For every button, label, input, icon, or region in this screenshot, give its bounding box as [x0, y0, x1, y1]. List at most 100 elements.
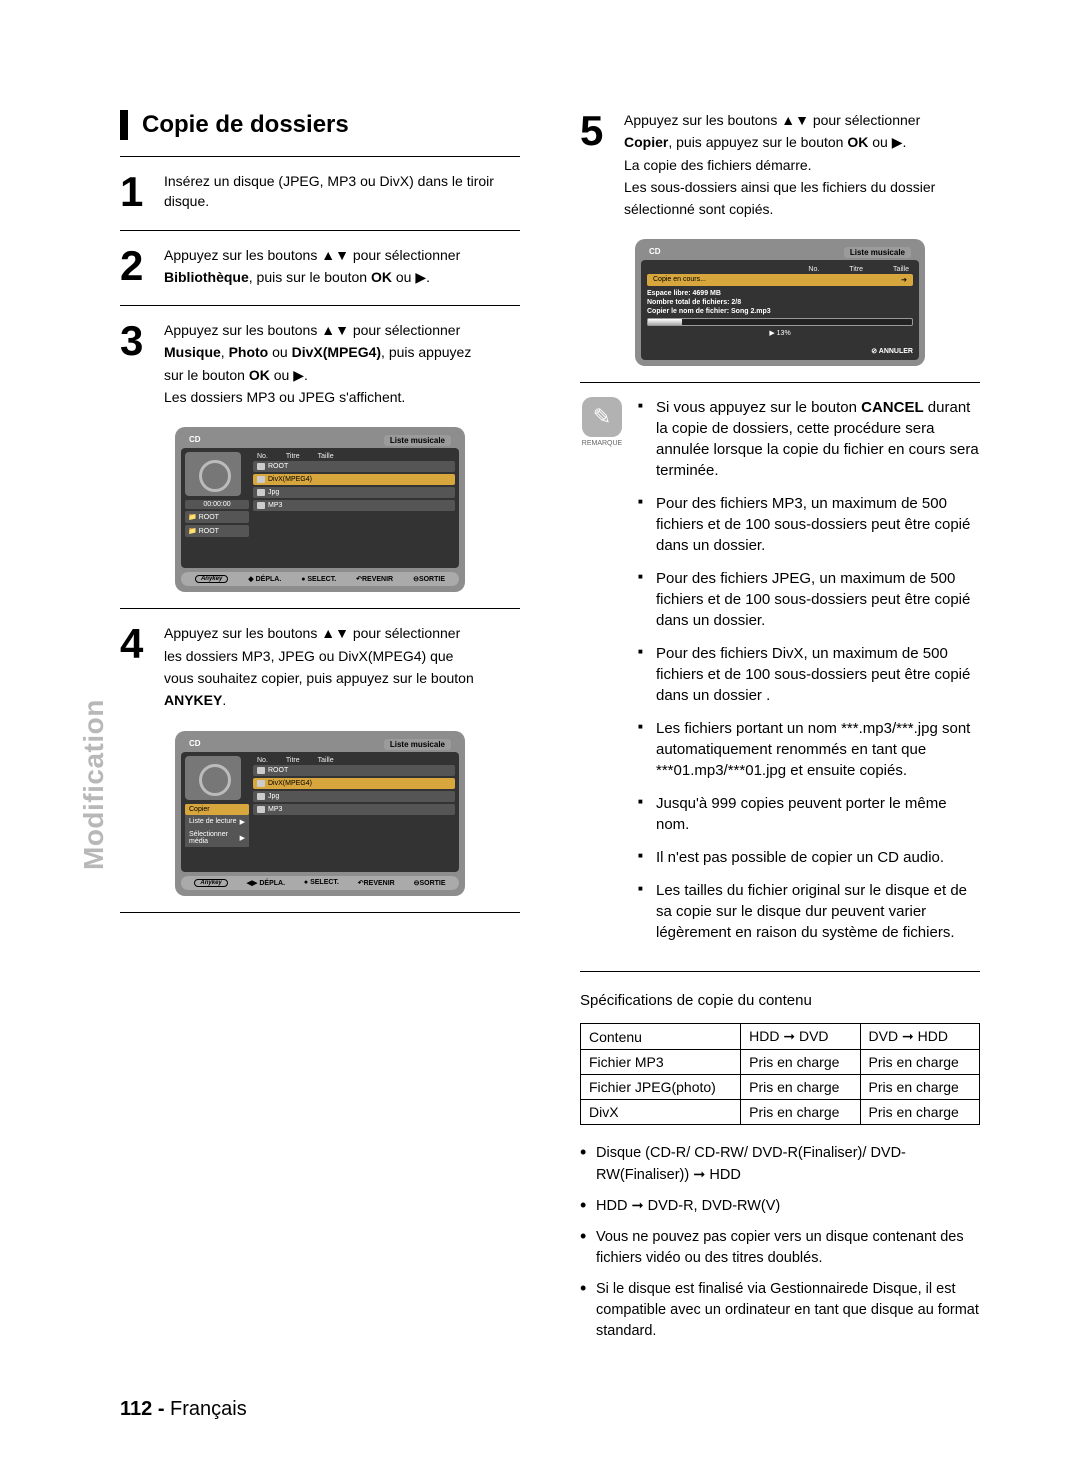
section-title: Copie de dossiers	[120, 110, 520, 140]
screen-row-highlight: DivX(MPEG4)	[253, 474, 455, 485]
cancel-label: ⊘ ANNULER	[647, 347, 913, 355]
step-1: 1 Insérez un disque (JPEG, MP3 ou DivX) …	[120, 171, 520, 214]
step-text: les dossiers MP3, JPEG ou DivX(MPEG4) qu…	[164, 646, 474, 666]
step-bold: Bibliothèque	[164, 269, 249, 285]
page-footer: 112 - Français	[120, 1398, 247, 1421]
screen-row-highlight: DivX(MPEG4)	[253, 778, 455, 789]
copy-info: Espace libre: 4699 MB	[647, 290, 913, 297]
step-5: 5 Appuyez sur les boutons ▲▼ pour sélect…	[580, 110, 980, 221]
screen-footer: Anykey ◆ DÉPLA. ● SELECT. ↶REVENIR ⊖SORT…	[181, 572, 459, 586]
cd-icon	[185, 756, 241, 800]
screen-illustration-3: CD Liste musicale No.TitreTaille Copie e…	[635, 239, 925, 366]
screen-timer: 00:00:00	[185, 500, 249, 509]
step-bold: Copier	[624, 134, 668, 150]
step-bold: Musique	[164, 344, 221, 360]
step-text: ou ▶.	[868, 134, 906, 150]
step-text: Appuyez sur les boutons	[164, 322, 321, 338]
remark-item: Si vous appuyez sur le bouton CANCEL dur…	[638, 397, 980, 481]
updown-icon: ▲▼	[321, 322, 349, 338]
divider	[120, 608, 520, 609]
updown-icon: ▲▼	[781, 112, 809, 128]
screen-col-head: No.TitreTaille	[253, 756, 455, 765]
step-bold: OK	[847, 134, 868, 150]
screen-footer: Anykey ◀▶ DÉPLA. ● SELECT. ↶REVENIR ⊖SOR…	[181, 876, 459, 890]
screen-header-left: CD	[649, 247, 661, 258]
step-text: ou	[268, 344, 291, 360]
screen-row: MP3	[253, 804, 455, 815]
bullet-item: HDD ➞ DVD-R, DVD-RW(V)	[580, 1196, 980, 1217]
screen-header-right: Liste musicale	[384, 739, 451, 750]
remark-item: Pour des fichiers DivX, un maximum de 50…	[638, 643, 980, 706]
table-cell: HDD ➞ DVD	[741, 1024, 860, 1050]
step-number: 1	[120, 171, 154, 214]
table-cell: Pris en charge	[741, 1100, 860, 1125]
remark-item: Les tailles du fichier original sur le d…	[638, 880, 980, 943]
step-text: sur le bouton	[164, 367, 249, 383]
table-row: DivX Pris en charge Pris en charge	[581, 1100, 980, 1125]
remark-item: Jusqu'à 999 copies peuvent porter le mêm…	[638, 793, 980, 835]
table-cell: Pris en charge	[860, 1050, 979, 1075]
anykey-pill: Anykey	[195, 575, 228, 583]
table-cell: DVD ➞ HDD	[860, 1024, 979, 1050]
step-text: Les sous-dossiers ainsi que les fichiers…	[624, 177, 935, 197]
step-text: Les dossiers MP3 ou JPEG s'affichent.	[164, 387, 471, 407]
step-number: 2	[120, 245, 154, 290]
screen-row: Jpg	[253, 791, 455, 802]
table-cell: Fichier MP3	[581, 1050, 741, 1075]
table-cell: Contenu	[581, 1024, 741, 1050]
screen-row: Jpg	[253, 487, 455, 498]
step-bold: OK	[249, 367, 270, 383]
step-number: 3	[120, 320, 154, 409]
step-number: 5	[580, 110, 614, 221]
table-cell: Pris en charge	[860, 1075, 979, 1100]
bullet-item: Vous ne pouvez pas copier vers un disque…	[580, 1227, 980, 1269]
step-4: 4 Appuyez sur les boutons ▲▼ pour sélect…	[120, 623, 520, 712]
menu-item: Sélectionner média▶	[185, 829, 249, 847]
step-text: , puis sur le bouton	[249, 269, 371, 285]
divider	[120, 912, 520, 913]
screen-header-right: Liste musicale	[844, 247, 911, 258]
screen-context-menu: Copier Liste de lecture▶ Sélectionner mé…	[185, 804, 249, 847]
table-cell: Pris en charge	[741, 1075, 860, 1100]
section-title-text: Copie de dossiers	[142, 111, 349, 139]
bullet-item: Disque (CD-R/ CD-RW/ DVD-R(Finaliser)/ D…	[580, 1143, 980, 1185]
step-text: .	[222, 692, 226, 708]
divider	[580, 971, 980, 972]
step-text: pour sélectionner	[349, 247, 460, 263]
page-lang: Français	[170, 1398, 247, 1420]
bullet-item: Si le disque est finalisé via Gestionnai…	[580, 1279, 980, 1342]
step-text: Appuyez sur les boutons	[164, 247, 321, 263]
step-2: 2 Appuyez sur les boutons ▲▼ pour sélect…	[120, 245, 520, 290]
remark-list: Si vous appuyez sur le bouton CANCEL dur…	[638, 397, 980, 955]
remark-item: Pour des fichiers MP3, un maximum de 500…	[638, 493, 980, 556]
remark-item: Les fichiers portant un nom ***.mp3/***.…	[638, 718, 980, 781]
divider	[120, 305, 520, 306]
step-text: Appuyez sur les boutons	[164, 625, 321, 641]
updown-icon: ▲▼	[321, 625, 349, 641]
step-bold: ANYKEY	[164, 692, 222, 708]
table-row: Fichier JPEG(photo) Pris en charge Pris …	[581, 1075, 980, 1100]
step-text: Appuyez sur les boutons	[624, 112, 781, 128]
divider	[580, 382, 980, 383]
step-text: sélectionné sont copiés.	[624, 199, 935, 219]
table-cell: DivX	[581, 1100, 741, 1125]
remark-label: REMARQUE	[580, 439, 624, 449]
table-cell: Pris en charge	[860, 1100, 979, 1125]
progress-pct: ▶ 13%	[647, 329, 913, 337]
step-text: Insérez un disque (JPEG, MP3 ou DivX) da…	[164, 171, 520, 212]
step-text: pour sélectionner	[349, 322, 460, 338]
copy-info: Copier le nom de fichier: Song 2.mp3	[647, 308, 913, 315]
step-bold: OK	[371, 269, 392, 285]
step-text: pour sélectionner	[809, 112, 920, 128]
step-text: La copie des fichiers démarre.	[624, 155, 935, 175]
updown-icon: ▲▼	[321, 247, 349, 263]
step-text: , puis appuyez sur le bouton	[668, 134, 847, 150]
step-bold: Photo	[229, 344, 269, 360]
screen-row: ROOT	[253, 461, 455, 472]
step-text: ou ▶.	[270, 367, 308, 383]
screen-row: MP3	[253, 500, 455, 511]
copying-bar: Copie en cours...➔	[647, 274, 913, 286]
step-bold: DivX(MPEG4)	[292, 344, 381, 360]
menu-item: Copier	[185, 804, 249, 815]
screen-side-item: 📁ROOT	[185, 525, 249, 537]
